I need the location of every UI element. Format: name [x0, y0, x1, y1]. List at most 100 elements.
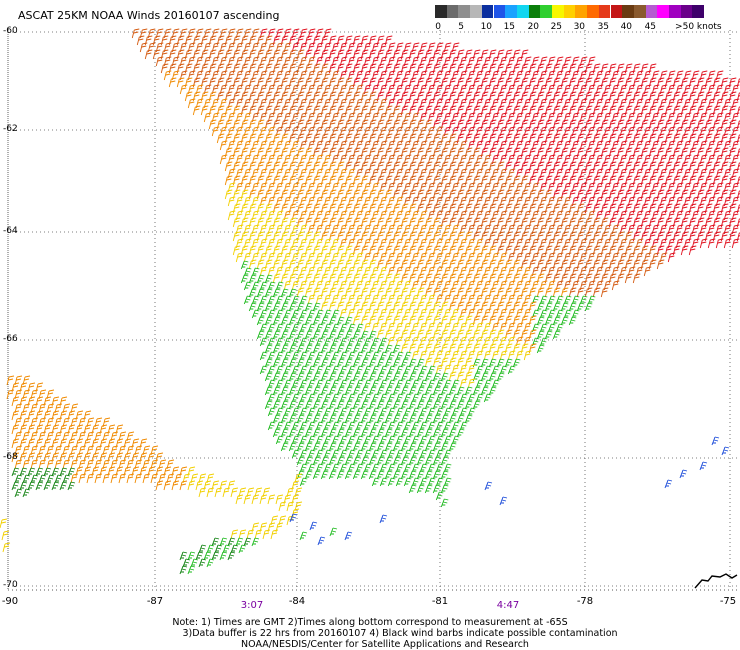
wind-barb [86, 473, 95, 484]
note-line-3: NOAA/NESDIS/Center for Satellite Applica… [241, 639, 529, 650]
wind-barb [267, 407, 276, 417]
longitude-label: -84 [288, 596, 306, 607]
wind-barb [289, 513, 298, 523]
wind-barb [360, 358, 369, 368]
wind-barb [296, 386, 305, 396]
wind-barb [152, 49, 161, 60]
wind-barb [408, 414, 417, 424]
wind-barb [246, 529, 255, 540]
wind-barb [270, 529, 279, 540]
wind-barb [198, 558, 207, 568]
wind-barb [304, 386, 313, 396]
wind-barb [304, 344, 313, 354]
longitude-label: -87 [146, 596, 164, 607]
wind-barb [211, 126, 220, 137]
wind-barb [296, 302, 305, 312]
wind-barb [352, 470, 361, 480]
wind-barb [19, 481, 28, 491]
wind-barb [400, 358, 409, 368]
wind-barb [392, 386, 401, 396]
wind-barb [432, 484, 441, 494]
wind-barb [328, 358, 337, 368]
wind-barb [416, 442, 425, 452]
wind-barb [224, 161, 233, 172]
legend-swatch [575, 5, 588, 18]
wind-barb [352, 414, 361, 424]
legend-swatch [587, 5, 599, 18]
wind-barb [320, 316, 329, 326]
wind-barb [456, 400, 465, 410]
wind-barb [19, 467, 28, 477]
note-line-2: 3)Data buffer is 22 hrs from 20160107 4)… [182, 628, 618, 639]
wind-barb [424, 372, 433, 382]
wind-barb [272, 372, 281, 382]
wind-barb [491, 350, 500, 361]
wind-barb [35, 467, 44, 477]
legend-swatch [622, 5, 634, 18]
wind-barb [275, 435, 284, 445]
wind-barb [67, 481, 76, 491]
wind-barb [715, 238, 724, 249]
wind-barb [392, 400, 401, 410]
wind-barb [280, 372, 289, 382]
wind-barb [507, 350, 516, 361]
wind-barb [352, 428, 361, 438]
wind-barb [699, 461, 708, 471]
wind-barb [679, 469, 688, 479]
wind-barb [38, 459, 47, 470]
legend-swatch [598, 5, 611, 18]
wind-barb [296, 330, 305, 340]
wind-barb [280, 288, 289, 298]
longitude-label: -78 [576, 596, 594, 607]
wind-barb [499, 350, 508, 361]
wind-barb [320, 414, 329, 424]
wind-barb [312, 302, 321, 312]
map-title: ASCAT 25KM NOAA Winds 20160107 ascending [18, 9, 280, 22]
wind-barb [227, 537, 236, 547]
wind-barb [259, 266, 268, 277]
wind-barb [238, 529, 247, 540]
wind-barb [384, 400, 393, 410]
legend-swatch [692, 5, 705, 18]
longitude-label: -75 [719, 596, 737, 607]
latitude-label: -66 [3, 334, 18, 344]
wind-barb [400, 428, 409, 438]
wind-barb [400, 372, 409, 382]
wind-barb [352, 358, 361, 368]
wind-barb [360, 372, 369, 382]
wind-barb [643, 266, 652, 277]
wind-barb [467, 378, 476, 389]
wind-barb [336, 470, 345, 480]
wind-barb [243, 537, 252, 547]
wind-barb [344, 316, 353, 326]
wind-barb [400, 442, 409, 452]
wind-barb [424, 386, 433, 396]
wind-barb [432, 400, 441, 410]
wind-barb [552, 302, 561, 312]
wind-barb [363, 322, 372, 333]
longitude-label: -90 [1, 596, 19, 607]
wind-barb [443, 364, 452, 375]
wind-barb [256, 302, 265, 312]
legend-swatch [481, 5, 494, 18]
wind-barb [264, 344, 273, 354]
wind-barb [230, 487, 239, 498]
wind-barb [440, 372, 449, 382]
wind-barb [464, 386, 473, 396]
wind-barb [448, 442, 457, 452]
wind-barb [536, 302, 545, 312]
time-label-2: 4:47 [496, 600, 520, 611]
legend-label: 5 [458, 22, 465, 32]
wind-barb [376, 470, 385, 480]
wind-barb [484, 481, 493, 491]
wind-barb [328, 428, 337, 438]
wind-barb [384, 428, 393, 438]
wind-barb [278, 501, 287, 512]
wind-barb [296, 372, 305, 382]
wind-barb [400, 414, 409, 424]
wind-barb [440, 484, 449, 494]
wind-barb [376, 400, 385, 410]
wind-barb [288, 344, 297, 354]
wind-barb [344, 386, 353, 396]
wind-barb [43, 467, 52, 477]
